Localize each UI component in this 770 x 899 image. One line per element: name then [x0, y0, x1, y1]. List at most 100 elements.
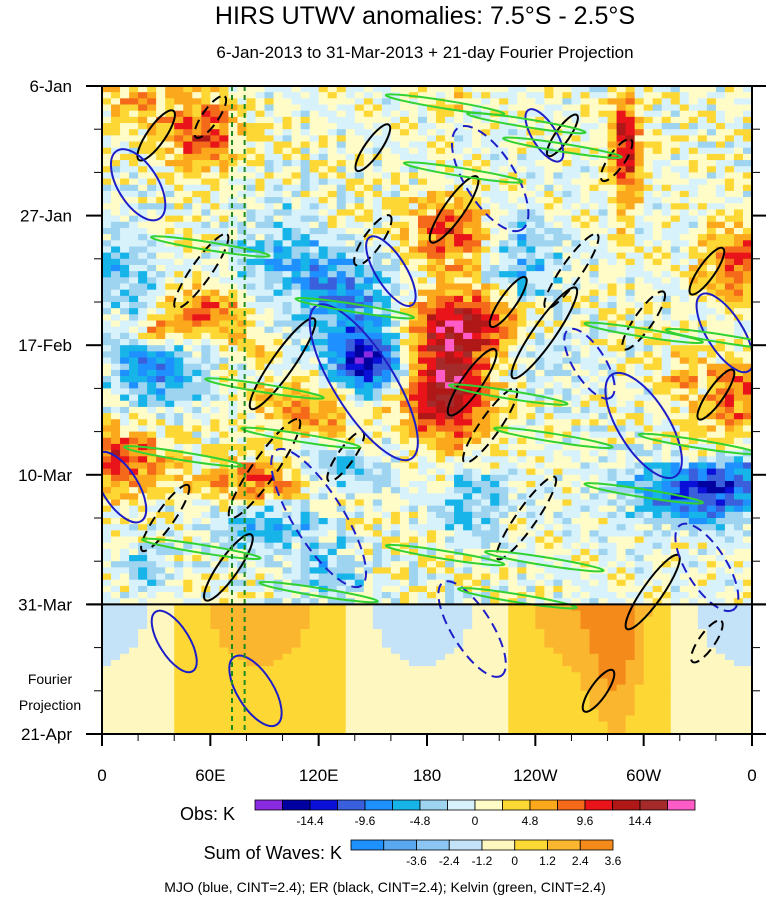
heatmap-cell	[354, 98, 365, 106]
heatmap-cell	[742, 166, 752, 173]
heatmap-cell	[463, 295, 473, 303]
heatmap-cell	[120, 511, 130, 519]
heatmap-cell	[264, 456, 275, 464]
heatmap-cell	[210, 302, 220, 309]
heatmap-cell	[138, 314, 148, 322]
heatmap-cell	[300, 437, 311, 445]
heatmap-cell	[715, 295, 726, 303]
heatmap-cell	[715, 332, 726, 340]
heatmap-cell	[345, 289, 356, 297]
heatmap-cell	[327, 345, 338, 352]
heatmap-cell	[111, 302, 121, 309]
heatmap-cell	[381, 123, 392, 130]
heatmap-cell	[264, 215, 275, 223]
heatmap-cell	[165, 178, 175, 186]
heatmap-cell	[481, 135, 491, 143]
heatmap-cell	[156, 425, 166, 433]
heatmap-cell	[562, 277, 573, 285]
heatmap-cell	[129, 320, 139, 328]
heatmap-cell	[327, 172, 338, 180]
heatmap-cell	[607, 431, 618, 439]
heatmap-cell	[246, 283, 257, 291]
heatmap-cell	[706, 252, 717, 260]
heatmap-cell	[111, 493, 121, 501]
heatmap-cell	[273, 332, 284, 340]
heatmap-cell	[318, 234, 329, 241]
heatmap-cell	[670, 474, 681, 482]
heatmap-cell	[408, 190, 419, 198]
heatmap-cell	[652, 314, 663, 322]
heatmap-cell	[598, 184, 609, 192]
heatmap-cell	[499, 413, 509, 420]
heatmap-cell	[454, 326, 464, 334]
heatmap-cell	[454, 135, 464, 143]
heatmap-cell	[607, 92, 618, 99]
heatmap-cell	[417, 382, 428, 389]
heatmap-cell	[427, 382, 437, 389]
heatmap-cell	[417, 246, 428, 254]
heatmap-cell	[156, 302, 166, 309]
heatmap-cell	[616, 92, 627, 99]
heatmap-cell	[399, 474, 410, 482]
heatmap-cell	[472, 363, 482, 371]
heatmap-cell	[472, 271, 482, 278]
heatmap-cell	[273, 468, 284, 476]
heatmap-cell	[219, 116, 229, 124]
heatmap-cell	[237, 339, 248, 346]
heatmap-cell	[580, 419, 591, 427]
heatmap-cell	[201, 215, 211, 223]
heatmap-cell	[463, 425, 473, 433]
heatmap-cell	[219, 505, 229, 513]
heatmap-cell	[742, 295, 752, 303]
heatmap-cell	[553, 357, 564, 365]
heatmap-cell	[607, 388, 618, 396]
heatmap-cell	[625, 487, 636, 494]
heatmap-cell	[408, 493, 419, 501]
heatmap-cell	[309, 277, 320, 285]
heatmap-cell	[715, 499, 726, 507]
heatmap-cell	[706, 289, 717, 297]
heatmap-cell	[706, 388, 717, 396]
heatmap-cell	[436, 505, 446, 513]
heatmap-cell	[201, 394, 211, 402]
heatmap-cell	[634, 462, 645, 470]
heatmap-cell	[661, 172, 672, 180]
heatmap-cell	[616, 295, 627, 303]
heatmap-cell	[390, 86, 401, 93]
heatmap-cell	[688, 221, 699, 229]
heatmap-cell	[697, 493, 708, 501]
heatmap-cell	[508, 110, 518, 118]
heatmap-cell	[472, 227, 482, 235]
heatmap-cell	[652, 246, 663, 254]
heatmap-cell	[508, 283, 518, 291]
heatmap-cell	[679, 314, 690, 322]
heatmap-cell	[129, 456, 139, 464]
heatmap-cell	[454, 456, 464, 464]
heatmap-cell	[607, 357, 618, 365]
heatmap-cell	[706, 450, 717, 457]
heatmap-cell	[535, 326, 545, 334]
heatmap-cell	[138, 153, 148, 161]
heatmap-cell	[318, 110, 329, 118]
heatmap-cell	[670, 209, 681, 217]
heatmap-cell	[544, 468, 554, 476]
heatmap-cell	[183, 98, 193, 106]
heatmap-cell	[336, 110, 347, 118]
heatmap-cell	[454, 302, 464, 309]
heatmap-cell	[652, 468, 663, 476]
heatmap-cell	[481, 184, 491, 192]
heatmap-cell	[697, 505, 708, 513]
heatmap-cell	[363, 369, 374, 377]
heatmap-cell	[580, 332, 591, 340]
heatmap-cell	[607, 160, 618, 167]
heatmap-cell	[580, 400, 591, 408]
heatmap-cell	[454, 246, 464, 254]
heatmap-cell	[417, 209, 428, 217]
heatmap-cell	[120, 289, 130, 297]
heatmap-cell	[192, 160, 202, 167]
heatmap-cell	[652, 456, 663, 464]
heatmap-cell	[390, 320, 401, 328]
heatmap-cell	[463, 209, 473, 217]
heatmap-cell	[120, 437, 130, 445]
heatmap-cell	[490, 135, 500, 143]
